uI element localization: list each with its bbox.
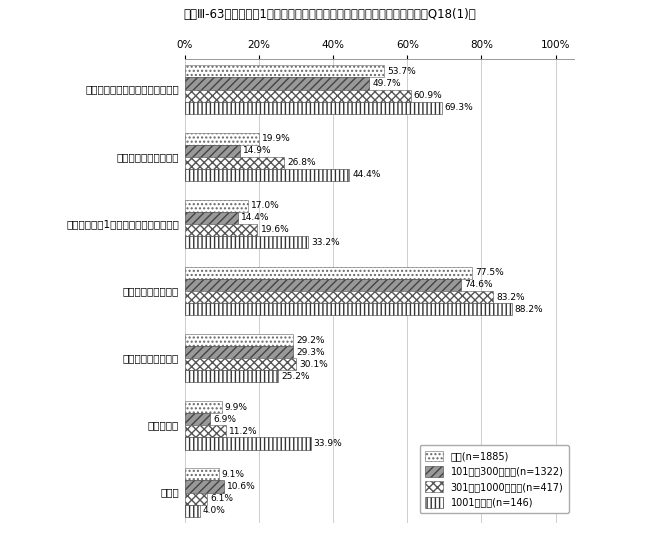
Text: 図表Ⅲ-63　柔軟な屈1き方に関する制度で導入しているもの：複数回答（Q18(1)）: 図表Ⅲ-63 柔軟な屈1き方に関する制度で導入しているもの：複数回答（Q18(1… bbox=[183, 8, 477, 21]
Bar bbox=[185, 65, 384, 78]
Text: 17.0%: 17.0% bbox=[251, 201, 280, 210]
Bar bbox=[185, 291, 494, 303]
Text: 33.2%: 33.2% bbox=[311, 238, 339, 247]
Text: 19.9%: 19.9% bbox=[261, 134, 290, 143]
Text: 6.9%: 6.9% bbox=[213, 415, 236, 424]
Text: 25.2%: 25.2% bbox=[281, 372, 310, 381]
Text: 30.1%: 30.1% bbox=[300, 360, 328, 369]
Text: 29.3%: 29.3% bbox=[296, 348, 325, 357]
Bar bbox=[185, 236, 308, 248]
Bar bbox=[185, 358, 296, 370]
Bar bbox=[185, 334, 293, 346]
Text: 49.7%: 49.7% bbox=[372, 79, 401, 88]
Text: 53.7%: 53.7% bbox=[387, 67, 416, 76]
Bar bbox=[185, 224, 257, 236]
Bar bbox=[185, 78, 369, 89]
Bar bbox=[185, 89, 411, 102]
Bar bbox=[185, 505, 199, 517]
Bar bbox=[185, 370, 279, 383]
Bar bbox=[185, 480, 224, 493]
Text: 83.2%: 83.2% bbox=[496, 293, 525, 302]
Bar bbox=[185, 468, 218, 480]
Bar bbox=[185, 425, 226, 438]
Bar bbox=[185, 144, 240, 157]
Text: 9.1%: 9.1% bbox=[222, 470, 244, 479]
Bar bbox=[185, 438, 310, 450]
Bar bbox=[185, 199, 248, 212]
Text: 33.9%: 33.9% bbox=[314, 439, 343, 448]
Text: 88.2%: 88.2% bbox=[515, 305, 543, 314]
Text: 69.3%: 69.3% bbox=[445, 103, 473, 112]
Bar bbox=[185, 133, 259, 144]
Text: 60.9%: 60.9% bbox=[414, 91, 442, 100]
Bar bbox=[185, 169, 349, 181]
Bar bbox=[185, 413, 211, 425]
Bar bbox=[185, 279, 461, 291]
Text: 19.6%: 19.6% bbox=[261, 225, 289, 234]
Text: 74.6%: 74.6% bbox=[465, 280, 493, 289]
Text: 6.1%: 6.1% bbox=[211, 494, 234, 503]
Legend: 全体(n=1885), 101人～300人以下(n=1322), 301人～1000人以下(n=417), 1001人以上(n=146): 全体(n=1885), 101人～300人以下(n=1322), 301人～10… bbox=[420, 445, 570, 513]
Text: 14.4%: 14.4% bbox=[241, 213, 270, 223]
Text: 14.9%: 14.9% bbox=[243, 146, 272, 155]
Bar bbox=[185, 157, 284, 169]
Text: 44.4%: 44.4% bbox=[352, 170, 381, 179]
Bar bbox=[185, 493, 207, 505]
Text: 26.8%: 26.8% bbox=[287, 158, 315, 167]
Bar bbox=[185, 212, 238, 224]
Text: 29.2%: 29.2% bbox=[296, 335, 325, 344]
Text: 4.0%: 4.0% bbox=[203, 506, 226, 515]
Bar bbox=[185, 267, 472, 279]
Bar bbox=[185, 303, 512, 315]
Bar bbox=[185, 346, 294, 358]
Text: 10.6%: 10.6% bbox=[227, 482, 256, 491]
Bar bbox=[185, 401, 222, 413]
Text: 77.5%: 77.5% bbox=[475, 268, 504, 278]
Bar bbox=[185, 102, 442, 114]
Text: 11.2%: 11.2% bbox=[229, 427, 258, 436]
Text: 9.9%: 9.9% bbox=[224, 403, 248, 412]
